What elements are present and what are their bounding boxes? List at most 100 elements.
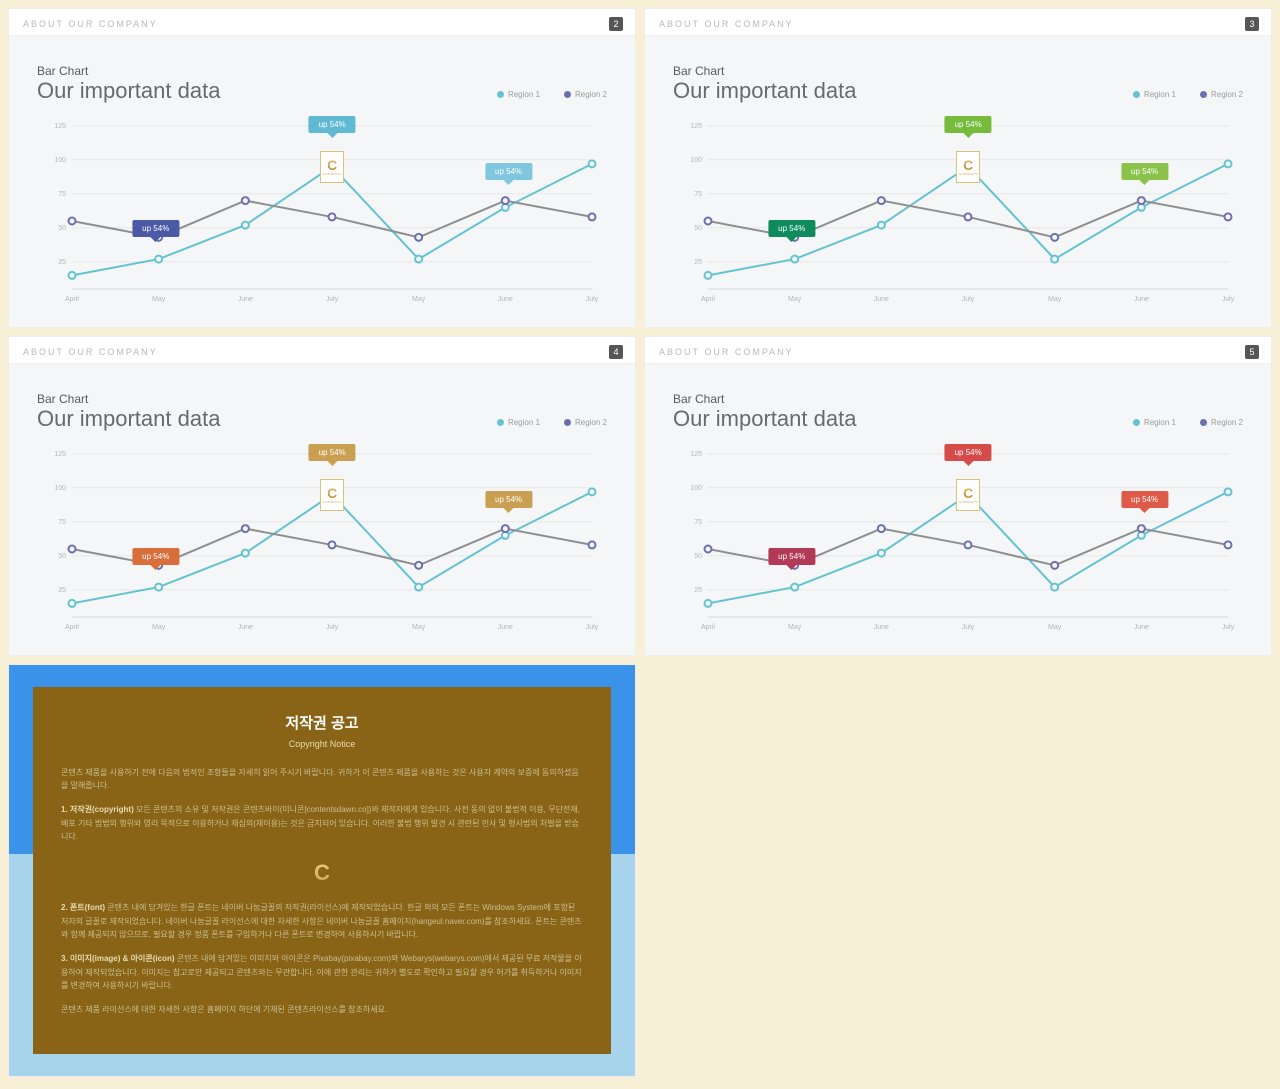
- svg-text:25: 25: [694, 259, 702, 266]
- svg-text:June: June: [238, 624, 253, 631]
- legend-dot: [1133, 419, 1140, 426]
- svg-text:50: 50: [58, 225, 66, 232]
- svg-text:April: April: [65, 624, 79, 631]
- svg-text:May: May: [1048, 296, 1062, 303]
- chart-tooltip: up 54%: [485, 491, 532, 508]
- notice-logo-glyph: C: [314, 854, 330, 891]
- svg-text:July: July: [1222, 624, 1235, 631]
- notice-s2-body: 콘텐츠 내에 담겨있는 한글 폰트는 네이버 나눔글꼴의 저작권(라이선스)에 …: [61, 903, 582, 939]
- svg-text:May: May: [1048, 624, 1062, 631]
- chart-area: 255075100125AprilMayJuneJulyMayJuneJulyu…: [37, 109, 607, 309]
- chart-svg: 255075100125AprilMayJuneJulyMayJuneJuly: [673, 109, 1243, 309]
- chart-panel: ABOUT OUR COMPANY 2 Bar Chart Our import…: [8, 8, 636, 328]
- notice-outro: 콘텐츠 제품 라이선스에 대한 자세한 사항은 홈페이지 하단에 기재된 콘텐츠…: [61, 1003, 583, 1017]
- svg-text:May: May: [412, 624, 426, 631]
- legend-dot: [564, 91, 571, 98]
- svg-text:June: June: [874, 624, 889, 631]
- panel-body: Bar Chart Our important data Region 1 Re…: [9, 36, 635, 327]
- panel-header: ABOUT OUR COMPANY 2: [9, 9, 635, 36]
- legend-label: Region 1: [508, 418, 540, 427]
- notice-s3-head: 3. 이미지(image) & 아이콘(icon): [61, 954, 175, 963]
- chart-tooltip: up 54%: [309, 444, 356, 461]
- notice-card: 저작권 공고 Copyright Notice 콘텐츠 제품을 사용하기 전에 …: [33, 687, 611, 1054]
- notice-section-3: 3. 이미지(image) & 아이콘(icon) 콘텐츠 내에 담겨있는 이미…: [61, 952, 583, 993]
- legend-label: Region 1: [508, 90, 540, 99]
- panel-badge: 2: [609, 17, 623, 31]
- legend-item: Region 2: [564, 418, 607, 427]
- svg-text:June: June: [498, 296, 513, 303]
- legend-item: Region 1: [497, 418, 540, 427]
- svg-text:50: 50: [694, 553, 702, 560]
- svg-text:June: June: [874, 296, 889, 303]
- chart-tooltip: up 54%: [945, 116, 992, 133]
- panel-body: Bar Chart Our important data Region 1 Re…: [645, 36, 1271, 327]
- chart-tooltip: up 54%: [768, 548, 815, 565]
- legend-item: Region 1: [1133, 418, 1176, 427]
- svg-text:July: July: [962, 624, 975, 631]
- legend-item: Region 2: [1200, 90, 1243, 99]
- chart-subtitle: Bar Chart: [37, 64, 607, 78]
- svg-text:April: April: [701, 624, 715, 631]
- svg-text:June: June: [238, 296, 253, 303]
- svg-text:May: May: [152, 296, 166, 303]
- chart-tooltip: up 54%: [309, 116, 356, 133]
- svg-text:75: 75: [58, 519, 66, 526]
- svg-text:25: 25: [58, 259, 66, 266]
- chart-center-logo: CCONTENTS: [956, 151, 980, 183]
- chart-panel: ABOUT OUR COMPANY 4 Bar Chart Our import…: [8, 336, 636, 656]
- legend-item: Region 2: [1200, 418, 1243, 427]
- svg-text:April: April: [65, 296, 79, 303]
- svg-text:50: 50: [694, 225, 702, 232]
- legend-dot: [497, 419, 504, 426]
- panel-grid: ABOUT OUR COMPANY 2 Bar Chart Our import…: [8, 8, 1272, 1077]
- chart-area: 255075100125AprilMayJuneJulyMayJuneJulyu…: [673, 437, 1243, 637]
- legend-label: Region 2: [575, 90, 607, 99]
- svg-text:July: July: [326, 296, 339, 303]
- chart-area: 255075100125AprilMayJuneJulyMayJuneJulyu…: [673, 109, 1243, 309]
- chart-svg: 255075100125AprilMayJuneJulyMayJuneJuly: [37, 437, 607, 637]
- svg-text:May: May: [788, 624, 802, 631]
- notice-intro: 콘텐츠 제품을 사용하기 전에 다음의 법적인 조항들을 자세히 읽어 주시기 …: [61, 766, 583, 793]
- notice-logo: C: [61, 854, 583, 891]
- legend-label: Region 1: [1144, 90, 1176, 99]
- svg-text:July: July: [962, 296, 975, 303]
- svg-text:July: July: [586, 296, 599, 303]
- notice-s1-head: 1. 저작권(copyright): [61, 805, 134, 814]
- svg-text:75: 75: [694, 519, 702, 526]
- svg-text:125: 125: [54, 123, 66, 130]
- svg-text:June: June: [1134, 296, 1149, 303]
- legend-label: Region 1: [1144, 418, 1176, 427]
- notice-section-1: 1. 저작권(copyright) 모든 콘텐츠의 소유 및 저작권은 콘텐츠바…: [61, 803, 583, 844]
- chart-center-logo: CCONTENTS: [320, 151, 344, 183]
- svg-text:April: April: [701, 296, 715, 303]
- legend-dot: [564, 419, 571, 426]
- svg-text:100: 100: [690, 157, 702, 164]
- svg-text:May: May: [152, 624, 166, 631]
- svg-text:125: 125: [690, 123, 702, 130]
- panel-body: Bar Chart Our important data Region 1 Re…: [9, 364, 635, 655]
- chart-subtitle: Bar Chart: [673, 392, 1243, 406]
- svg-text:100: 100: [54, 157, 66, 164]
- chart-subtitle: Bar Chart: [673, 64, 1243, 78]
- panel-header: ABOUT OUR COMPANY 3: [645, 9, 1271, 36]
- chart-tooltip: up 54%: [485, 163, 532, 180]
- chart-subtitle: Bar Chart: [37, 392, 607, 406]
- chart-center-logo: CCONTENTS: [956, 479, 980, 511]
- svg-text:July: July: [586, 624, 599, 631]
- chart-tooltip: up 54%: [132, 548, 179, 565]
- legend-item: Region 1: [1133, 90, 1176, 99]
- legend-dot: [497, 91, 504, 98]
- notice-title-en: Copyright Notice: [61, 737, 583, 752]
- panel-title: ABOUT OUR COMPANY: [659, 19, 794, 29]
- chart-panel: ABOUT OUR COMPANY 3 Bar Chart Our import…: [644, 8, 1272, 328]
- panel-header: ABOUT OUR COMPANY 4: [9, 337, 635, 364]
- svg-text:125: 125: [54, 451, 66, 458]
- chart-svg: 255075100125AprilMayJuneJulyMayJuneJuly: [37, 109, 607, 309]
- legend-item: Region 1: [497, 90, 540, 99]
- svg-text:May: May: [788, 296, 802, 303]
- svg-text:100: 100: [54, 485, 66, 492]
- svg-text:50: 50: [58, 553, 66, 560]
- panel-body: Bar Chart Our important data Region 1 Re…: [645, 364, 1271, 655]
- legend-dot: [1200, 419, 1207, 426]
- notice-s2-head: 2. 폰트(font): [61, 903, 105, 912]
